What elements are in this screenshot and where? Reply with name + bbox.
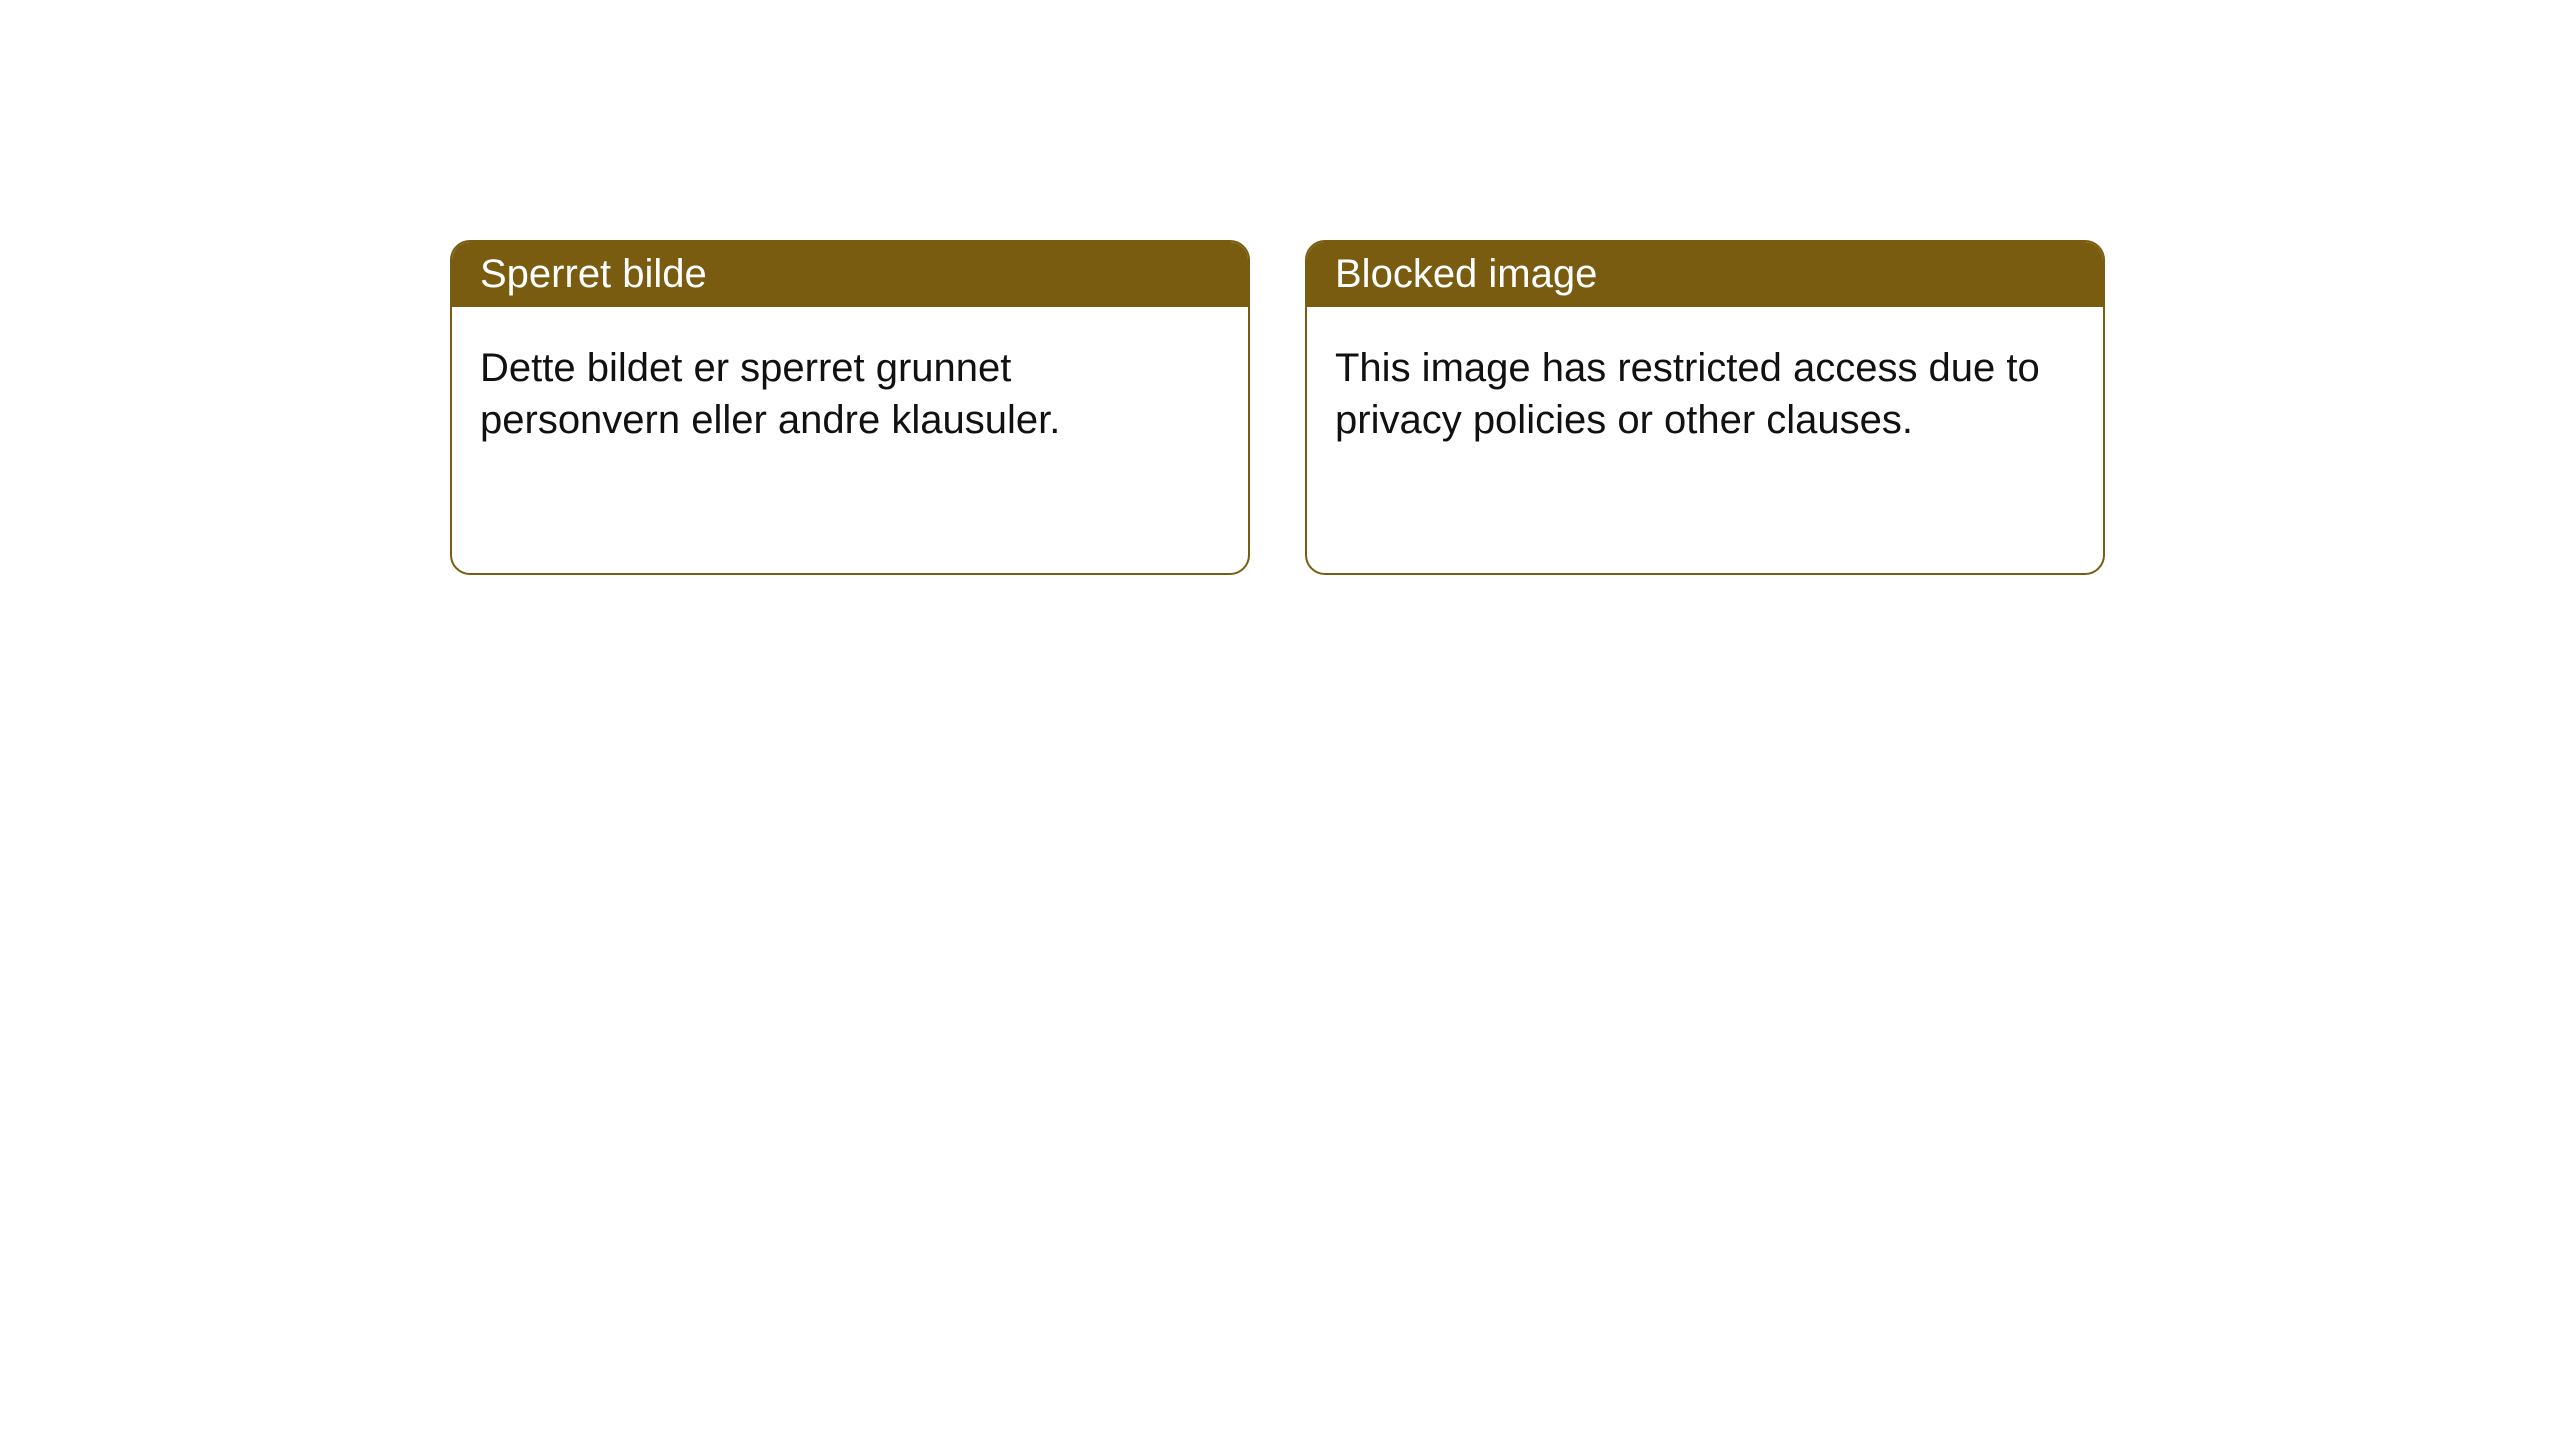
- notice-body-norwegian: Dette bildet er sperret grunnet personve…: [452, 307, 1248, 481]
- notice-title-english: Blocked image: [1307, 242, 2103, 307]
- notice-card-english: Blocked image This image has restricted …: [1305, 240, 2105, 575]
- notice-card-norwegian: Sperret bilde Dette bildet er sperret gr…: [450, 240, 1250, 575]
- notice-container: Sperret bilde Dette bildet er sperret gr…: [450, 240, 2105, 575]
- notice-body-english: This image has restricted access due to …: [1307, 307, 2103, 481]
- notice-title-norwegian: Sperret bilde: [452, 242, 1248, 307]
